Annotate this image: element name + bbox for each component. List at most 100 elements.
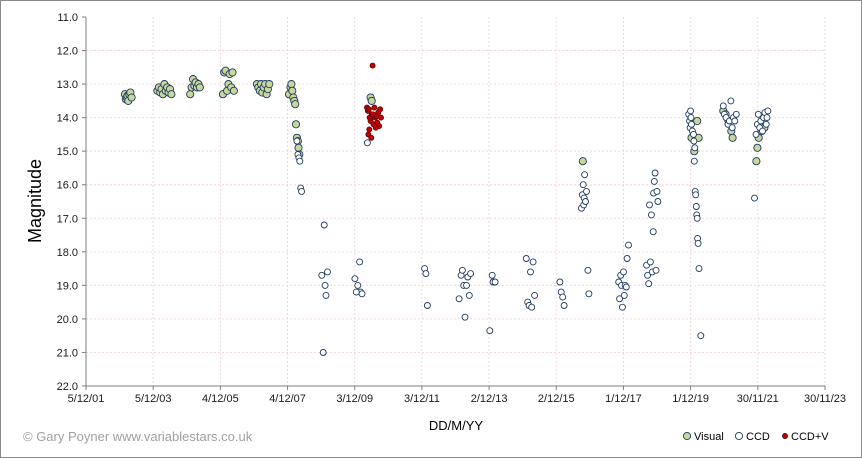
axes: [82, 16, 826, 390]
ccd-point: [559, 293, 567, 301]
visual-point: [265, 80, 274, 89]
legend-marker-ccd: [734, 431, 744, 441]
ccd-point: [356, 258, 364, 266]
ccd-point: [455, 295, 463, 303]
ccd-point: [527, 268, 534, 276]
ccd-point: [582, 198, 589, 205]
legend-marker-visual: [682, 431, 692, 441]
ccd-point: [461, 313, 469, 321]
visual-point: [291, 100, 300, 109]
visual-point: [287, 80, 296, 89]
ccd-point: [319, 349, 327, 356]
ccd-point: [488, 271, 496, 279]
ccd-point: [321, 281, 329, 289]
ccd-point: [320, 221, 328, 229]
ccd-point: [620, 268, 627, 276]
ccd-point: [762, 120, 770, 128]
y-tick-label: 12.0: [57, 46, 78, 58]
ccd-point: [491, 278, 499, 286]
x-tick-label: 3/12/11: [404, 393, 440, 405]
ccd-point: [467, 270, 475, 278]
x-tick-label: 5/12/01: [68, 393, 105, 405]
ccd-point: [581, 171, 589, 179]
ccd-point: [585, 290, 593, 298]
ccd-v-point: [378, 114, 384, 121]
data-points: [120, 62, 772, 356]
ccd-point: [692, 203, 700, 210]
ccd-point: [522, 255, 530, 262]
ccd-point: [646, 258, 654, 266]
x-tick-label: 30/11/21: [737, 393, 779, 405]
ccd-v-point: [377, 106, 384, 113]
ccd-point: [646, 201, 653, 209]
visual-point: [288, 86, 297, 95]
credit-text: © Gary Poyner www.variablestars.co.uk: [23, 429, 253, 444]
ccd-point: [556, 278, 564, 286]
y-tick-label: 16.0: [57, 180, 78, 192]
ccd-point: [752, 130, 760, 138]
ccd-point: [692, 191, 700, 199]
ccd-point: [625, 241, 632, 249]
ccd-point: [363, 139, 371, 147]
legend-label-visual: Visual: [694, 431, 724, 443]
y-tick-label: 17.0: [57, 213, 78, 225]
ccd-point: [458, 266, 466, 274]
y-tick-label: 18.0: [57, 247, 78, 259]
y-axis-title: Magnitude: [25, 159, 45, 243]
ccd-point: [651, 169, 659, 177]
ccd-point: [529, 258, 537, 266]
legend-marker-ccd-v: [782, 433, 788, 439]
visual-point: [693, 116, 702, 126]
visual-point: [753, 143, 762, 152]
legend: Visual CCD CCD+V: [682, 431, 829, 443]
ccd-point: [560, 302, 568, 309]
ccd-point: [688, 120, 695, 128]
ccd-point: [584, 266, 592, 274]
ccd-point: [759, 127, 766, 135]
visual-point: [195, 83, 204, 92]
ccd-v-point: [369, 62, 376, 69]
visual-point: [127, 93, 136, 102]
ccd-v-point: [370, 111, 376, 118]
ccd-point: [728, 124, 736, 132]
x-tick-label: 1/12/19: [672, 393, 709, 405]
x-tick-label: 5/12/03: [135, 393, 172, 405]
ccd-v-point: [366, 126, 373, 133]
x-tick-label: 1/12/17: [605, 393, 642, 405]
ccd-point: [697, 332, 705, 340]
ccd-point: [647, 211, 655, 219]
ccd-point: [731, 117, 739, 125]
ccd-point: [579, 181, 587, 189]
ccd-point: [751, 194, 758, 202]
visual-point: [367, 96, 376, 105]
ccd-point: [644, 271, 652, 279]
ccd-point: [531, 291, 539, 299]
y-tick-label: 11.0: [57, 12, 78, 24]
tick-labels: 11.0 12.0 13.0 14.0 15.0 16.0 17.0 18.0 19.0 20.0…: [57, 12, 846, 405]
ccd-point: [687, 114, 695, 122]
legend-label-ccd: CCD: [746, 431, 770, 443]
y-tick-label: 22.0: [57, 381, 78, 393]
y-tick-label: 13.0: [57, 79, 78, 91]
visual-point: [167, 90, 176, 99]
x-axis-title: DD/M/YY: [429, 418, 484, 433]
ccd-point: [618, 303, 626, 311]
ccd-point: [583, 187, 590, 195]
ccd-point: [764, 107, 772, 115]
ccd-point: [654, 198, 662, 205]
ccd-point: [763, 114, 771, 122]
ccd-point: [354, 281, 362, 289]
ccd-point: [298, 187, 306, 195]
y-tick-label: 21.0: [57, 347, 78, 359]
ccd-point: [293, 137, 301, 145]
grid-lines: [86, 17, 826, 386]
x-tick-label: 4/12/07: [269, 393, 306, 405]
ccd-point: [727, 97, 735, 105]
ccd-point: [653, 187, 661, 195]
ccd-point: [694, 239, 702, 247]
ccd-point: [719, 102, 727, 110]
ccd-point: [620, 291, 628, 299]
ccd-point: [296, 157, 304, 165]
ccd-point: [465, 291, 473, 299]
visual-point: [752, 157, 761, 166]
